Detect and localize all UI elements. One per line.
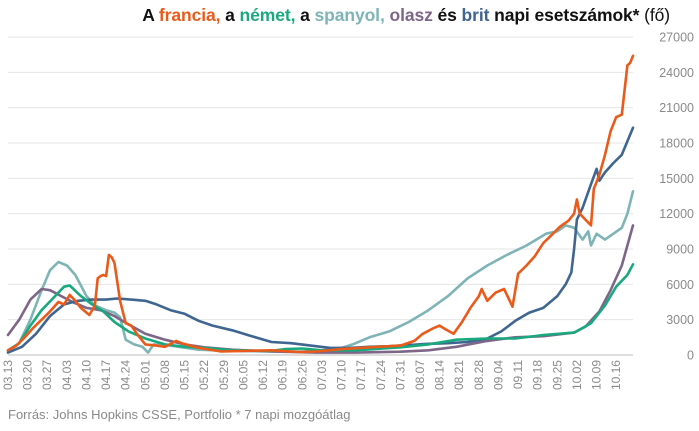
x-tick-label: 06.05 [236,360,250,390]
series-line-spanyol [6,190,635,354]
x-tick-label: 10.02 [570,360,584,390]
x-tick-label: 04.03 [60,360,74,390]
title-part: napi esetszámok* [489,5,645,25]
x-tick-label: 05.01 [138,360,152,390]
y-axis-tick-labels: 0 3000 6000 9000 12000 15000 18000 21000 24000 27… [659,31,694,363]
title-part: a [295,5,315,25]
x-axis-tick-labels: 03.13 03.20 03.27 04.03 04.10 04.17 04.24 05.01… [1,360,623,390]
series-line-brit [6,126,635,354]
series-lines [6,54,635,354]
x-tick-label: 09.25 [550,360,564,390]
y-tick-label: 12000 [659,207,694,221]
y-tick-label: 27000 [659,31,694,45]
x-tick-label: 03.13 [1,360,15,390]
title-part: brit [461,5,490,25]
y-tick-label: 15000 [659,172,694,186]
x-tick-label: 07.17 [354,360,368,390]
gridlines [8,36,633,356]
x-tick-label: 03.27 [40,360,54,390]
y-tick-label: 0 [687,349,694,363]
x-tick-label: 09.04 [491,360,505,390]
y-tick-label: 24000 [659,66,694,80]
title-part: és [432,5,462,25]
title-part: francia, [158,5,221,25]
x-tick-label: 05.29 [217,360,231,390]
y-tick-label: 3000 [666,313,694,327]
x-tick-label: 07.31 [393,360,407,390]
chart-title: A francia, a német, a spanyol, olasz és … [0,5,670,26]
x-tick-label: 07.03 [315,360,329,390]
x-tick-label: 06.12 [256,360,270,390]
x-tick-label: 05.08 [158,360,172,390]
series-line-francia [6,54,635,354]
x-tick-label: 08.14 [433,360,447,390]
y-tick-label: 21000 [659,101,694,115]
x-tick-label: 04.24 [119,360,133,390]
x-tick-label: 08.21 [452,360,466,390]
x-tick-label: 06.19 [276,360,290,390]
x-tick-label: 10.16 [609,360,623,390]
series-line-olasz [6,224,635,354]
title-part: német, [239,5,296,25]
source-note: Forrás: Johns Hopkins CSSE, Portfolio * … [8,407,351,422]
y-tick-label: 9000 [666,243,694,257]
x-tick-label: 08.07 [413,360,427,390]
x-tick-label: 04.17 [99,360,113,390]
x-tick-label: 10.09 [590,360,604,390]
x-tick-label: 09.18 [531,360,545,390]
title-part: a [220,5,240,25]
x-tick-label: 05.15 [178,360,192,390]
x-tick-label: 04.10 [79,360,93,390]
x-tick-label: 05.22 [197,360,211,390]
title-part: (fő) [644,5,670,25]
x-tick-label: 03.20 [21,360,35,390]
title-part: olasz [384,5,433,25]
y-tick-label: 6000 [666,278,694,292]
x-tick-label: 09.11 [511,360,525,389]
title-part: A [142,5,159,25]
title-part: spanyol, [314,5,385,25]
y-tick-label: 18000 [659,137,694,151]
x-tick-label: 06.26 [295,360,309,390]
x-tick-label: 07.24 [374,360,388,390]
x-tick-label: 07.10 [335,360,349,390]
x-tick-label: 08.28 [472,360,486,390]
